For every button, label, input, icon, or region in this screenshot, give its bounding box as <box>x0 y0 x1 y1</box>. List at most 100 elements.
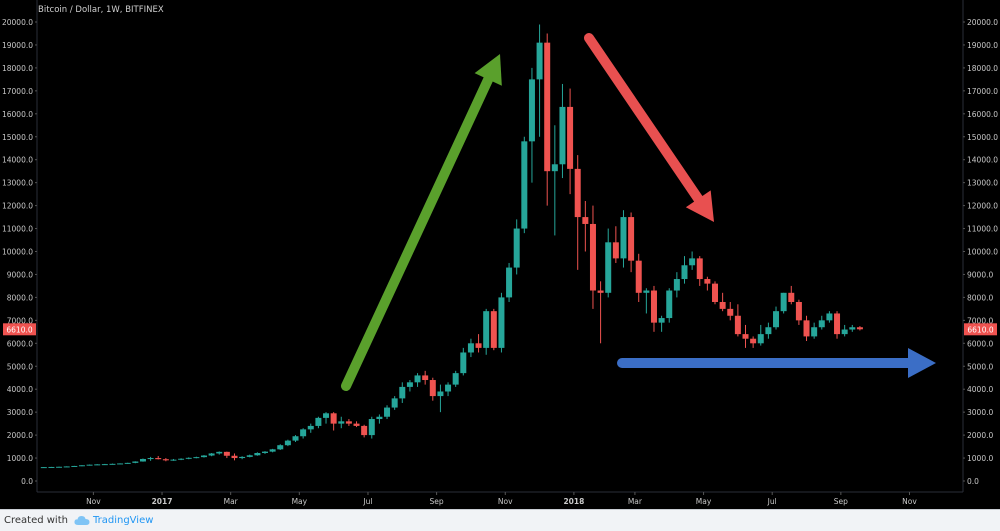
y-tick-label-right: 11000.0 <box>967 225 998 234</box>
footer: Created with TradingView <box>0 509 1000 531</box>
candle <box>719 292 726 312</box>
candles <box>40 24 863 469</box>
candle <box>246 454 253 458</box>
candle-body <box>353 423 360 426</box>
candle-body <box>528 79 535 142</box>
svg-text:6610.0: 6610.0 <box>6 325 32 334</box>
candle <box>48 466 55 468</box>
candle-body <box>643 290 650 293</box>
x-tick-label: 2018 <box>563 497 584 506</box>
candle <box>139 458 146 462</box>
candle-body <box>605 242 612 293</box>
candle <box>406 380 413 392</box>
candle-body <box>414 375 421 383</box>
candle <box>681 256 688 284</box>
candle-body <box>574 168 581 218</box>
candle-body <box>818 320 825 328</box>
candle-body <box>475 343 482 348</box>
y-tick-label-right: 19000.0 <box>967 41 998 50</box>
candle <box>445 382 452 397</box>
candle <box>368 416 375 439</box>
candle <box>269 448 276 453</box>
candle <box>56 466 63 468</box>
chart-panel[interactable]: 0.0 1000.0 2000.0 3000.0 4000.0 5000.0 6000.0 7… <box>0 0 1000 509</box>
candle-body <box>551 164 558 172</box>
candle <box>750 336 757 348</box>
candle <box>620 210 627 268</box>
candle-body <box>86 464 93 466</box>
candle-body <box>696 258 703 280</box>
y-tick-label-right: 18000.0 <box>967 64 998 73</box>
y-tick-label-left: 18000.0 <box>2 64 33 73</box>
candle <box>696 256 703 286</box>
y-tick-label-left: 17000.0 <box>2 87 33 96</box>
candle-body <box>452 373 459 385</box>
candle-body <box>223 451 230 456</box>
candle-body <box>94 464 101 466</box>
candle <box>71 465 78 467</box>
candle-body <box>323 413 330 418</box>
candle <box>40 467 47 469</box>
tradingview-cloud-icon[interactable] <box>74 515 90 526</box>
candlestick-chart[interactable]: 0.0 1000.0 2000.0 3000.0 4000.0 5000.0 6000.0 7… <box>0 0 1000 509</box>
candle <box>513 219 520 275</box>
candle-body <box>315 417 322 426</box>
y-tick-label-right: 0.0 <box>967 477 979 486</box>
y-tick-label-right: 14000.0 <box>967 156 998 165</box>
candle-body <box>376 416 383 420</box>
candle-body <box>40 467 47 469</box>
candle-body <box>429 380 436 397</box>
candle <box>757 324 764 346</box>
candle <box>307 423 314 433</box>
candle-body <box>467 343 474 353</box>
x-tick-label: May <box>292 497 308 506</box>
candle-body <box>498 297 505 348</box>
candle <box>498 292 505 353</box>
candle-body <box>628 217 635 261</box>
candle <box>300 428 307 439</box>
x-tick-label: Nov <box>498 497 513 506</box>
candle-body <box>284 440 291 446</box>
y-tick-label-right: 13000.0 <box>967 179 998 188</box>
candle-body <box>559 106 566 165</box>
candle <box>712 281 718 305</box>
candle <box>414 373 421 387</box>
y-tick-label-right: 8000.0 <box>967 293 993 302</box>
candle <box>323 412 330 424</box>
y-tick-label-right: 9000.0 <box>967 270 993 279</box>
candle <box>63 466 70 468</box>
x-tick-label: Jul <box>767 497 777 506</box>
candle <box>818 315 825 330</box>
y-tick-label-left: 8000.0 <box>7 293 33 302</box>
candle <box>704 276 711 291</box>
candle-body <box>780 292 787 312</box>
candle <box>384 405 391 420</box>
candle <box>178 458 185 461</box>
candle-body <box>361 425 368 436</box>
y-tick-label-right: 1000.0 <box>967 454 993 463</box>
price-tags: 6610.0 6610.0 <box>3 323 997 336</box>
candle <box>239 456 246 460</box>
x-tick-label: 2017 <box>152 497 173 506</box>
candle-body <box>200 455 207 458</box>
y-tick-label-left: 6000.0 <box>7 339 33 348</box>
candle <box>376 414 383 424</box>
candle-body <box>170 459 177 461</box>
candle-body <box>147 458 154 460</box>
y-tick-label-right: 6000.0 <box>967 339 993 348</box>
candle <box>223 451 230 459</box>
candle-body <box>139 458 146 462</box>
candle <box>124 462 131 464</box>
candle-body <box>742 334 749 339</box>
tradingview-link[interactable]: TradingView <box>92 515 154 526</box>
candle <box>742 324 749 348</box>
candle-body <box>124 462 131 464</box>
y-tick-label-left: 16000.0 <box>2 110 33 119</box>
candle <box>841 324 848 337</box>
y-tick-label-right: 4000.0 <box>967 385 993 394</box>
candle-body <box>246 455 253 457</box>
candle-body <box>162 459 169 461</box>
candle-body <box>811 327 818 337</box>
candle <box>422 370 429 385</box>
candle <box>734 304 741 337</box>
